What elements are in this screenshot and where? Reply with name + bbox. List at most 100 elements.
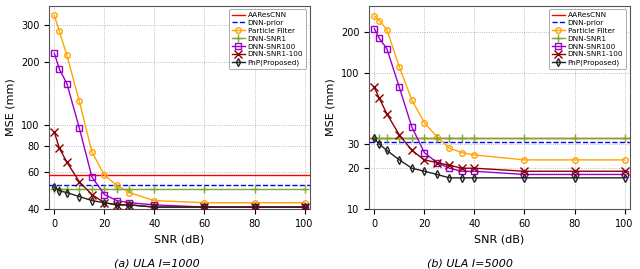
DNN-SNR1 (458, 137, 466, 140)
DNN-SNR1 (433, 137, 441, 140)
DNN-SNR1-100 (420, 158, 428, 161)
DNN-SNR1-100 (521, 170, 529, 173)
DNN-SNR100 (100, 193, 108, 196)
DNN-SNR1 (51, 187, 58, 190)
DNN-SNR1 (56, 187, 63, 190)
Particle Filter (408, 98, 416, 102)
Particle Filter (100, 174, 108, 177)
DNN-SNR1 (383, 137, 390, 140)
Line: DNN-SNR100: DNN-SNR100 (372, 26, 627, 177)
Particle Filter (571, 158, 579, 161)
DNN-SNR1 (621, 137, 628, 140)
AAResCNN (371, 137, 378, 140)
DNN-SNR1-100 (433, 161, 441, 164)
DNN-SNR1-100 (621, 170, 628, 173)
DNN-SNR100 (113, 199, 121, 202)
DNN-SNR1-100 (125, 203, 133, 207)
DNN-SNR100 (251, 206, 259, 209)
Particle Filter (88, 150, 96, 153)
Particle Filter (396, 65, 403, 69)
PnP(Proposed) (201, 206, 209, 209)
DNN-SNR100 (433, 161, 441, 164)
DNN-SNR100 (301, 206, 308, 209)
Particle Filter (445, 147, 453, 150)
X-axis label: SNR (dB): SNR (dB) (154, 235, 205, 245)
DNN-SNR100 (383, 47, 390, 50)
DNN-prior (53, 184, 61, 187)
DNN-SNR1 (376, 137, 383, 140)
DNN-SNR1-100 (88, 193, 96, 196)
DNN-SNR100 (371, 27, 378, 30)
DNN-SNR1-100 (63, 161, 70, 164)
DNN-SNR1-100 (396, 133, 403, 137)
Line: DNN-SNR1-100: DNN-SNR1-100 (50, 128, 308, 211)
Line: DNN-SNR1-100: DNN-SNR1-100 (370, 83, 628, 175)
Particle Filter (383, 28, 390, 31)
DNN-SNR1 (521, 137, 529, 140)
PnP(Proposed) (150, 206, 158, 209)
Line: DNN-SNR100: DNN-SNR100 (52, 50, 307, 210)
DNN-SNR1-100 (150, 206, 158, 209)
PnP(Proposed) (521, 176, 529, 179)
Particle Filter (251, 201, 259, 204)
DNN-SNR1 (88, 187, 96, 190)
DNN-SNR1-100 (571, 170, 579, 173)
DNN-SNR1 (371, 137, 378, 140)
Particle Filter (621, 158, 628, 161)
Line: Particle Filter: Particle Filter (52, 13, 307, 206)
DNN-SNR1-100 (371, 86, 378, 89)
Particle Filter (63, 54, 70, 57)
DNN-SNR1-100 (51, 130, 58, 134)
Y-axis label: MSE (mm): MSE (mm) (6, 79, 15, 136)
Particle Filter (433, 135, 441, 138)
PnP(Proposed) (251, 206, 259, 209)
DNN-SNR100 (445, 167, 453, 170)
PnP(Proposed) (301, 206, 308, 209)
AAResCNN (53, 174, 61, 177)
DNN-SNR1-100 (201, 206, 209, 209)
Particle Filter (56, 30, 63, 33)
DNN-SNR100 (76, 127, 83, 130)
PnP(Proposed) (470, 176, 478, 179)
DNN-SNR100 (521, 173, 529, 176)
DNN-SNR1-100 (470, 167, 478, 170)
DNN-SNR1 (420, 137, 428, 140)
DNN-SNR1-100 (56, 147, 63, 150)
PnP(Proposed) (371, 137, 378, 140)
DNN-SNR100 (125, 201, 133, 204)
PnP(Proposed) (63, 191, 70, 194)
Line: PnP(Proposed): PnP(Proposed) (372, 136, 627, 180)
DNN-SNR100 (63, 82, 70, 85)
Particle Filter (150, 199, 158, 202)
DNN-SNR1 (445, 137, 453, 140)
DNN-prior (373, 141, 381, 144)
PnP(Proposed) (376, 143, 383, 146)
DNN-SNR1 (150, 187, 158, 190)
DNN-SNR1-100 (100, 201, 108, 204)
PnP(Proposed) (420, 170, 428, 173)
DNN-SNR1-100 (383, 112, 390, 115)
DNN-SNR1-100 (376, 97, 383, 100)
Particle Filter (521, 158, 529, 161)
PnP(Proposed) (56, 189, 63, 192)
DNN-SNR1 (76, 187, 83, 190)
DNN-SNR100 (396, 86, 403, 89)
DNN-SNR1-100 (113, 203, 121, 207)
AAResCNN (51, 174, 58, 177)
Text: (a) ULA I=1000: (a) ULA I=1000 (114, 258, 200, 268)
PnP(Proposed) (113, 203, 121, 207)
Text: (b) ULA I=5000: (b) ULA I=5000 (428, 258, 513, 268)
AAResCNN (373, 137, 381, 140)
Particle Filter (76, 100, 83, 103)
DNN-SNR100 (420, 151, 428, 154)
DNN-SNR1-100 (408, 149, 416, 152)
PnP(Proposed) (571, 176, 579, 179)
DNN-SNR100 (56, 68, 63, 71)
Particle Filter (113, 184, 121, 187)
DNN-SNR1 (201, 187, 209, 190)
DNN-SNR1 (251, 187, 259, 190)
DNN-SNR1 (470, 137, 478, 140)
Line: DNN-SNR1: DNN-SNR1 (50, 185, 308, 193)
PnP(Proposed) (51, 185, 58, 189)
PnP(Proposed) (445, 176, 453, 179)
